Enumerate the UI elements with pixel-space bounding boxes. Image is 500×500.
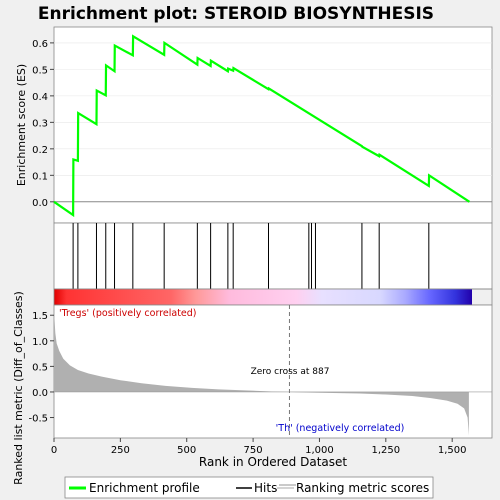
metric-x-tick-label: 1,000 bbox=[305, 445, 334, 456]
hit-marks bbox=[72, 223, 430, 289]
metric-y-tick-label: 0.0 bbox=[32, 388, 48, 399]
es-gridlines bbox=[54, 42, 492, 203]
metric-plot-area bbox=[53, 304, 493, 439]
es-profile-line bbox=[53, 34, 471, 218]
es-y-axis: 0.0 0.1 0.2 0.3 0.4 0.5 0.6 bbox=[32, 39, 54, 209]
metric-x-tick-label: 1,500 bbox=[438, 445, 467, 456]
hits-panel bbox=[53, 222, 493, 290]
metric-area-group bbox=[54, 310, 492, 436]
zero-cross-label: Zero cross at 887 bbox=[251, 367, 330, 377]
metric-y-tick-label: 0.5 bbox=[32, 362, 48, 373]
es-panel: 0.0 0.1 0.2 0.3 0.4 0.5 0.6 Enrichment score (… bbox=[15, 26, 493, 224]
es-y-tick-label: 0.5 bbox=[32, 65, 48, 76]
positive-class-label: 'Tregs' (positively correlated) bbox=[59, 308, 197, 319]
legend-hits-label: Hits bbox=[254, 481, 277, 495]
colorbar-gradient bbox=[54, 289, 472, 305]
legend: Enrichment profile Hits Ranking metric s… bbox=[64, 476, 434, 499]
metric-x-tick-label: 1,250 bbox=[371, 445, 400, 456]
legend-profile-label: Enrichment profile bbox=[89, 481, 200, 495]
es-curve-group bbox=[53, 34, 471, 218]
metric-x-tick-label: 750 bbox=[244, 445, 263, 456]
metric-y-axis-label: Ranked list metric (Diff_of_Classes) bbox=[12, 291, 25, 485]
negative-class-label: 'Th' (negatively correlated) bbox=[276, 423, 405, 434]
es-y-tick-label: 0.1 bbox=[32, 171, 48, 182]
metric-y-tick-label: 1.5 bbox=[32, 311, 48, 322]
metric-x-axis: 0 250 500 750 1,000 1,250 1,500 bbox=[51, 438, 467, 456]
metric-x-tick-label: 250 bbox=[111, 445, 130, 456]
metric-x-tick-label: 500 bbox=[177, 445, 196, 456]
hits-plot-area bbox=[53, 222, 493, 290]
es-y-tick-label: 0.2 bbox=[32, 145, 48, 156]
es-y-tick-label: 0.0 bbox=[32, 198, 48, 209]
legend-metric-label: Ranking metric scores bbox=[296, 481, 429, 495]
es-plot-area bbox=[53, 26, 493, 224]
chart-title: Enrichment plot: STEROID BIOSYNTHESIS bbox=[38, 4, 434, 24]
metric-y-tick-label: 1.0 bbox=[32, 337, 48, 348]
metric-panel: -0.5 0.0 0.5 1.0 1.5 0 250 500 750 1,000 1,250 1,5… bbox=[12, 291, 493, 485]
es-y-axis-label: Enrichment score (ES) bbox=[15, 64, 28, 186]
es-y-tick-label: 0.6 bbox=[32, 39, 48, 50]
es-y-tick-label: 0.4 bbox=[32, 92, 48, 103]
metric-x-tick-label: 0 bbox=[51, 445, 57, 456]
es-y-tick-label: 0.3 bbox=[32, 118, 48, 129]
metric-y-axis: -0.5 0.0 0.5 1.0 1.5 bbox=[28, 311, 54, 425]
metric-y-tick-label: -0.5 bbox=[28, 414, 48, 425]
rank-colorbar bbox=[53, 288, 493, 306]
x-axis-label: Rank in Ordered Dataset bbox=[199, 455, 347, 469]
